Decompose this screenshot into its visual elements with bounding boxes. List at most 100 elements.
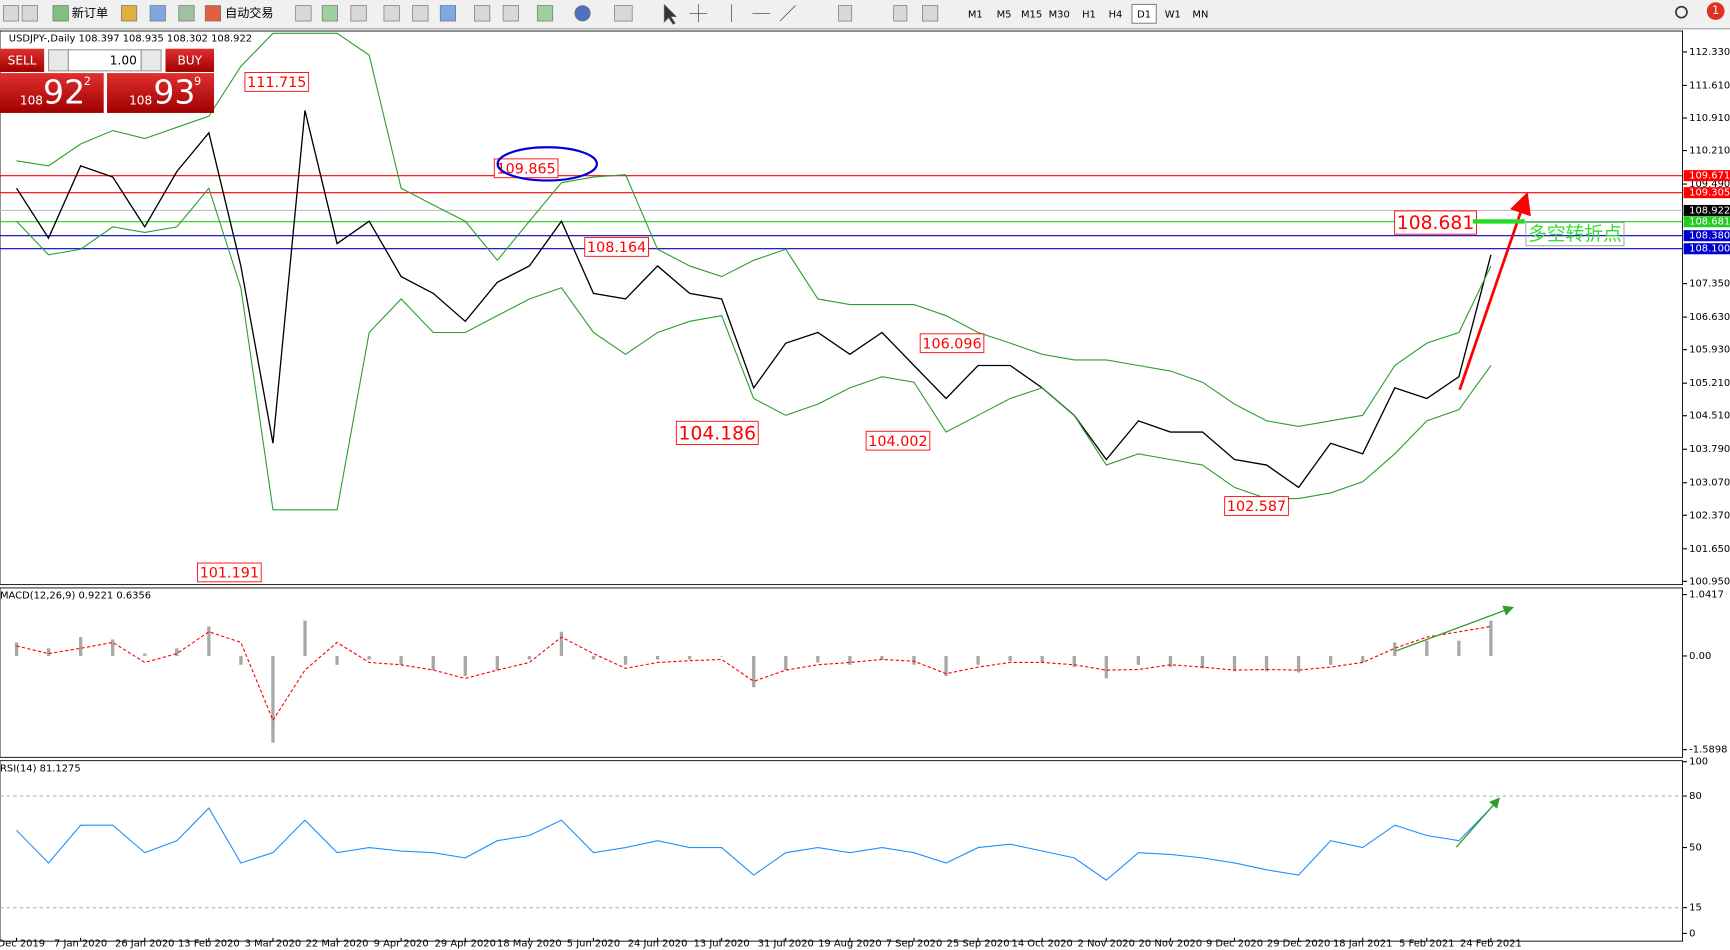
- buy-label[interactable]: BUY: [177, 53, 202, 67]
- icon[interactable]: [502, 5, 519, 22]
- price-label-box: [919, 333, 985, 354]
- series-line: [16, 807, 1492, 881]
- price-label: 108.164: [587, 240, 646, 256]
- price-label: 109.865: [496, 161, 555, 177]
- histogram-bar: [367, 655, 371, 660]
- cursor-icon[interactable]: [663, 3, 678, 25]
- x-tick-label: 29 Dec 2020: [1267, 938, 1330, 949]
- timeframe-button[interactable]: M30: [1049, 9, 1070, 20]
- histogram-bar: [1008, 655, 1012, 662]
- x-tick-label: 24 Jun 2020: [628, 938, 688, 949]
- auto-trading-button[interactable]: 自动交易: [225, 5, 273, 20]
- icon[interactable]: [439, 5, 457, 22]
- x-tick-label: 9 Dec 2019: [0, 938, 45, 949]
- histogram-bar: [1457, 640, 1461, 656]
- price-label-box: [197, 562, 262, 583]
- panel-title: MACD(12,26,9) 0.9221 0.6356: [0, 591, 151, 602]
- icon[interactable]: [412, 5, 429, 22]
- icon[interactable]: [295, 5, 312, 22]
- icon[interactable]: [204, 5, 221, 22]
- y-tick-label: 103.790: [1689, 444, 1730, 455]
- icon[interactable]: [893, 5, 908, 22]
- trendline-icon[interactable]: [779, 5, 796, 22]
- x-tick-label: 20 Nov 2020: [1139, 938, 1203, 949]
- volume-value[interactable]: 1.00: [110, 53, 137, 67]
- histogram-bar: [912, 655, 916, 665]
- timeframe-button[interactable]: MN: [1192, 9, 1208, 20]
- histogram-bar: [463, 655, 467, 676]
- icon[interactable]: [178, 5, 195, 22]
- histogram-bar: [591, 655, 596, 660]
- timeframe-button[interactable]: M15: [1021, 9, 1042, 20]
- y-tick-label: 101.650: [1689, 544, 1730, 555]
- price-label-box: [865, 430, 931, 451]
- ask-box[interactable]: [107, 73, 215, 113]
- timeframe-button[interactable]: H4: [1109, 9, 1123, 20]
- icon[interactable]: [2, 5, 20, 22]
- bid-pip: 2: [84, 75, 91, 88]
- volume-down[interactable]: [47, 49, 69, 72]
- histogram-bar: [14, 642, 19, 656]
- series-line: [16, 32, 1492, 427]
- timeframe-button[interactable]: M5: [997, 9, 1012, 20]
- x-tick-label: 14 Oct 2020: [1012, 938, 1073, 949]
- icon[interactable]: [838, 5, 853, 22]
- timeframe-button[interactable]: W1: [1165, 9, 1181, 20]
- sell-label[interactable]: SELL: [8, 53, 37, 67]
- bid-box[interactable]: [0, 73, 104, 113]
- icon[interactable]: [21, 5, 38, 22]
- new-order-button[interactable]: 新订单: [72, 5, 108, 20]
- y-tick-label: 0.00: [1689, 651, 1711, 662]
- histogram-bar: [1361, 655, 1365, 663]
- x-tick-label: 25 Sep 2020: [947, 938, 1010, 949]
- x-tick-label: 2 Nov 2020: [1078, 938, 1135, 949]
- sell-button[interactable]: [0, 48, 45, 72]
- annotation-box: [1525, 222, 1625, 247]
- notification-count: 1: [1712, 4, 1719, 17]
- buy-button[interactable]: [165, 48, 215, 72]
- level-price-box: [1683, 216, 1730, 228]
- histogram-bar: [143, 653, 147, 656]
- icon[interactable]: [149, 5, 166, 22]
- bid-big: 108: [20, 93, 43, 107]
- volume-up[interactable]: [140, 49, 162, 72]
- search-icon[interactable]: [1675, 5, 1688, 19]
- x-tick-label: 26 Jan 2020: [115, 938, 174, 949]
- icon[interactable]: [121, 5, 138, 22]
- y-tick-label: 106.630: [1689, 312, 1730, 323]
- icon[interactable]: [383, 5, 400, 22]
- histogram-bar: [46, 648, 51, 656]
- price-label: 101.191: [200, 566, 259, 582]
- icon[interactable]: [614, 5, 633, 22]
- icon[interactable]: [350, 5, 367, 22]
- histogram-bar: [880, 655, 884, 660]
- panel-title: USDJPY-,Daily 108.397 108.935 108.302 10…: [9, 34, 252, 45]
- trend-arrow: [1458, 191, 1531, 391]
- timeframe-button[interactable]: D1: [1137, 9, 1151, 20]
- icon[interactable]: [922, 5, 939, 22]
- icon[interactable]: [474, 5, 491, 22]
- icon[interactable]: [536, 5, 554, 22]
- histogram-bar: [687, 655, 692, 660]
- icon[interactable]: [52, 5, 69, 22]
- histogram-bar: [784, 655, 788, 671]
- timeframe-button[interactable]: M1: [968, 9, 983, 20]
- crosshair-icon[interactable]: [689, 4, 708, 23]
- panel-title: RSI(14) 81.1275: [0, 763, 81, 774]
- macd-arrow: [1395, 605, 1515, 652]
- histogram-bar: [752, 655, 756, 688]
- level-price-label: 109.671: [1689, 171, 1730, 182]
- x-tick-label: 22 Mar 2020: [306, 938, 369, 949]
- level-price-label: 109.305: [1689, 188, 1730, 199]
- icon[interactable]: [321, 5, 338, 22]
- icon[interactable]: [574, 5, 591, 22]
- ask-digits: 93: [153, 73, 195, 112]
- timeframe-button[interactable]: H1: [1082, 9, 1096, 20]
- x-tick-label: 18 May 2020: [497, 938, 562, 949]
- price-label: 104.002: [868, 434, 927, 450]
- y-tick-label: 111.610: [1689, 80, 1730, 91]
- notification-badge[interactable]: [1706, 2, 1725, 20]
- x-tick-label: 9 Apr 2020: [374, 938, 429, 949]
- ask-pip: 9: [194, 75, 201, 88]
